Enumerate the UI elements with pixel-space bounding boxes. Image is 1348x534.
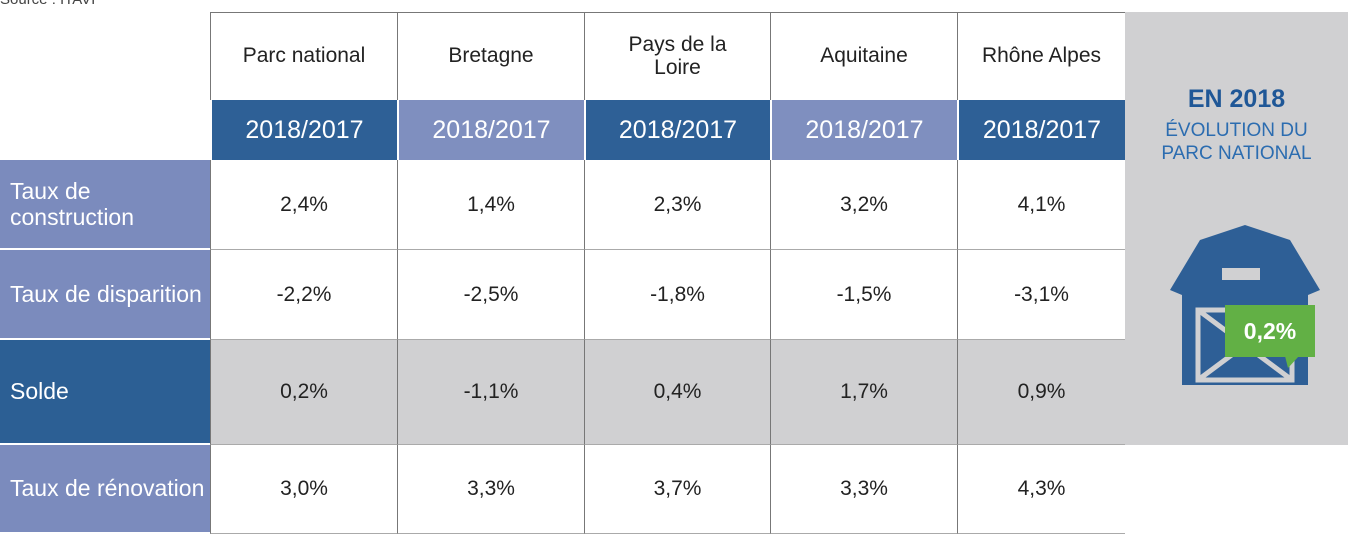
table-cell: 0,9% [957,340,1125,445]
panel-title: EN 2018 [1187,85,1286,113]
header-top-line [210,12,1125,13]
row-header: Taux de construction [0,160,210,250]
row-header: Solde [0,340,210,445]
column-subheader: 2018/2017 [770,100,957,160]
table-cell: 0,4% [584,340,770,445]
column-header: Pays de la Loire [584,12,770,100]
table-cell: -3,1% [957,250,1125,340]
table-cell: 0,2% [210,340,397,445]
table-cell: 3,0% [210,445,397,534]
table-cell: -1,8% [584,250,770,340]
table-cell: 3,7% [584,445,770,534]
row-header: Taux de rénovation [0,445,210,534]
table-cell: 3,3% [770,445,957,534]
column-subheader: 2018/2017 [584,100,770,160]
table-cell: 3,2% [770,160,957,250]
column-subheader: 2018/2017 [397,100,584,160]
table-cell: 1,4% [397,160,584,250]
badge-tail [1285,356,1299,368]
panel-badge: 0,2% [1225,305,1315,357]
table-cell: 3,3% [397,445,584,534]
table-cell: -2,2% [210,250,397,340]
table-cell: 4,1% [957,160,1125,250]
table-cell: 4,3% [957,445,1125,534]
column-header: Parc national [210,12,397,100]
table-cell: 2,3% [584,160,770,250]
column-subheader: 2018/2017 [210,100,397,160]
row-header: Taux de disparition [0,250,210,340]
panel-subtitle: ÉVOLUTION DU PARC NATIONAL [1161,120,1312,164]
table-cell: -1,1% [397,340,584,445]
column-subheader: 2018/2017 [957,100,1125,160]
table-cell: -2,5% [397,250,584,340]
source-note: Source : ITAVI [0,0,95,8]
table-cell: -1,5% [770,250,957,340]
column-header: Bretagne [397,12,584,100]
table-cell: 1,7% [770,340,957,445]
column-header: Rhône Alpes [957,12,1125,100]
table-cell: 2,4% [210,160,397,250]
column-header: Aquitaine [770,12,957,100]
